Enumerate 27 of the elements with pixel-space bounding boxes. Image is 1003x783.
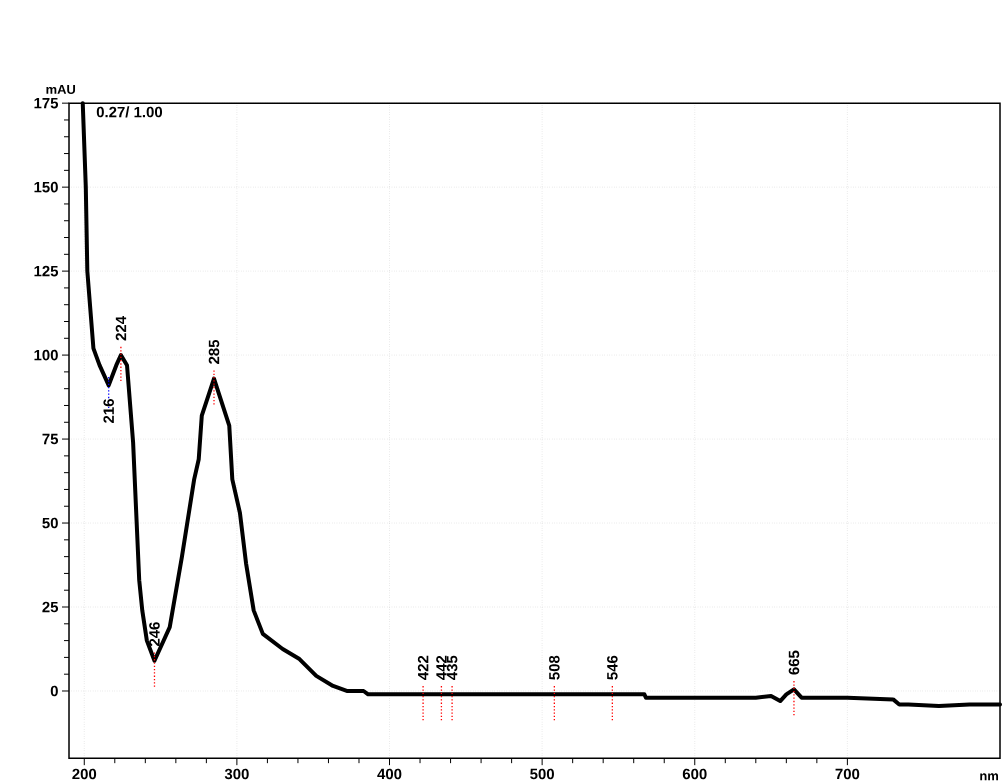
annotation: 216 [103,399,114,424]
annotation: 442 [436,656,447,681]
annotation: 508 [549,655,560,680]
y-tick-label: 25 [42,601,59,613]
annotation: 422 [417,656,429,681]
x-tick-label: 700 [835,768,860,780]
y-tick-label: 125 [34,266,59,277]
y-tick-label: 175 [34,98,59,109]
y-tick-label: 75 [42,434,59,445]
annotation: 0.27/ 1.00 [96,106,163,118]
y-tick-label: 100 [34,349,58,361]
annotation: 665 [788,650,800,675]
y-tick-label: 0 [50,685,58,697]
annotation: 285 [208,340,220,365]
x-axis-title: nm [980,773,999,781]
annotation: 435 [446,655,458,681]
annotation: 246 [149,622,160,647]
x-tick-label: 600 [682,768,707,780]
annotation: 546 [607,655,618,680]
y-tick-label: 150 [34,182,58,193]
x-tick-label: 300 [224,768,249,780]
annotation: 224 [115,316,127,341]
y-axis-title: mAU [46,85,76,95]
x-tick-label: 500 [530,768,554,780]
x-tick-label: 200 [72,768,97,780]
y-tick-label: 50 [42,517,58,529]
x-tick-label: 400 [377,768,402,780]
